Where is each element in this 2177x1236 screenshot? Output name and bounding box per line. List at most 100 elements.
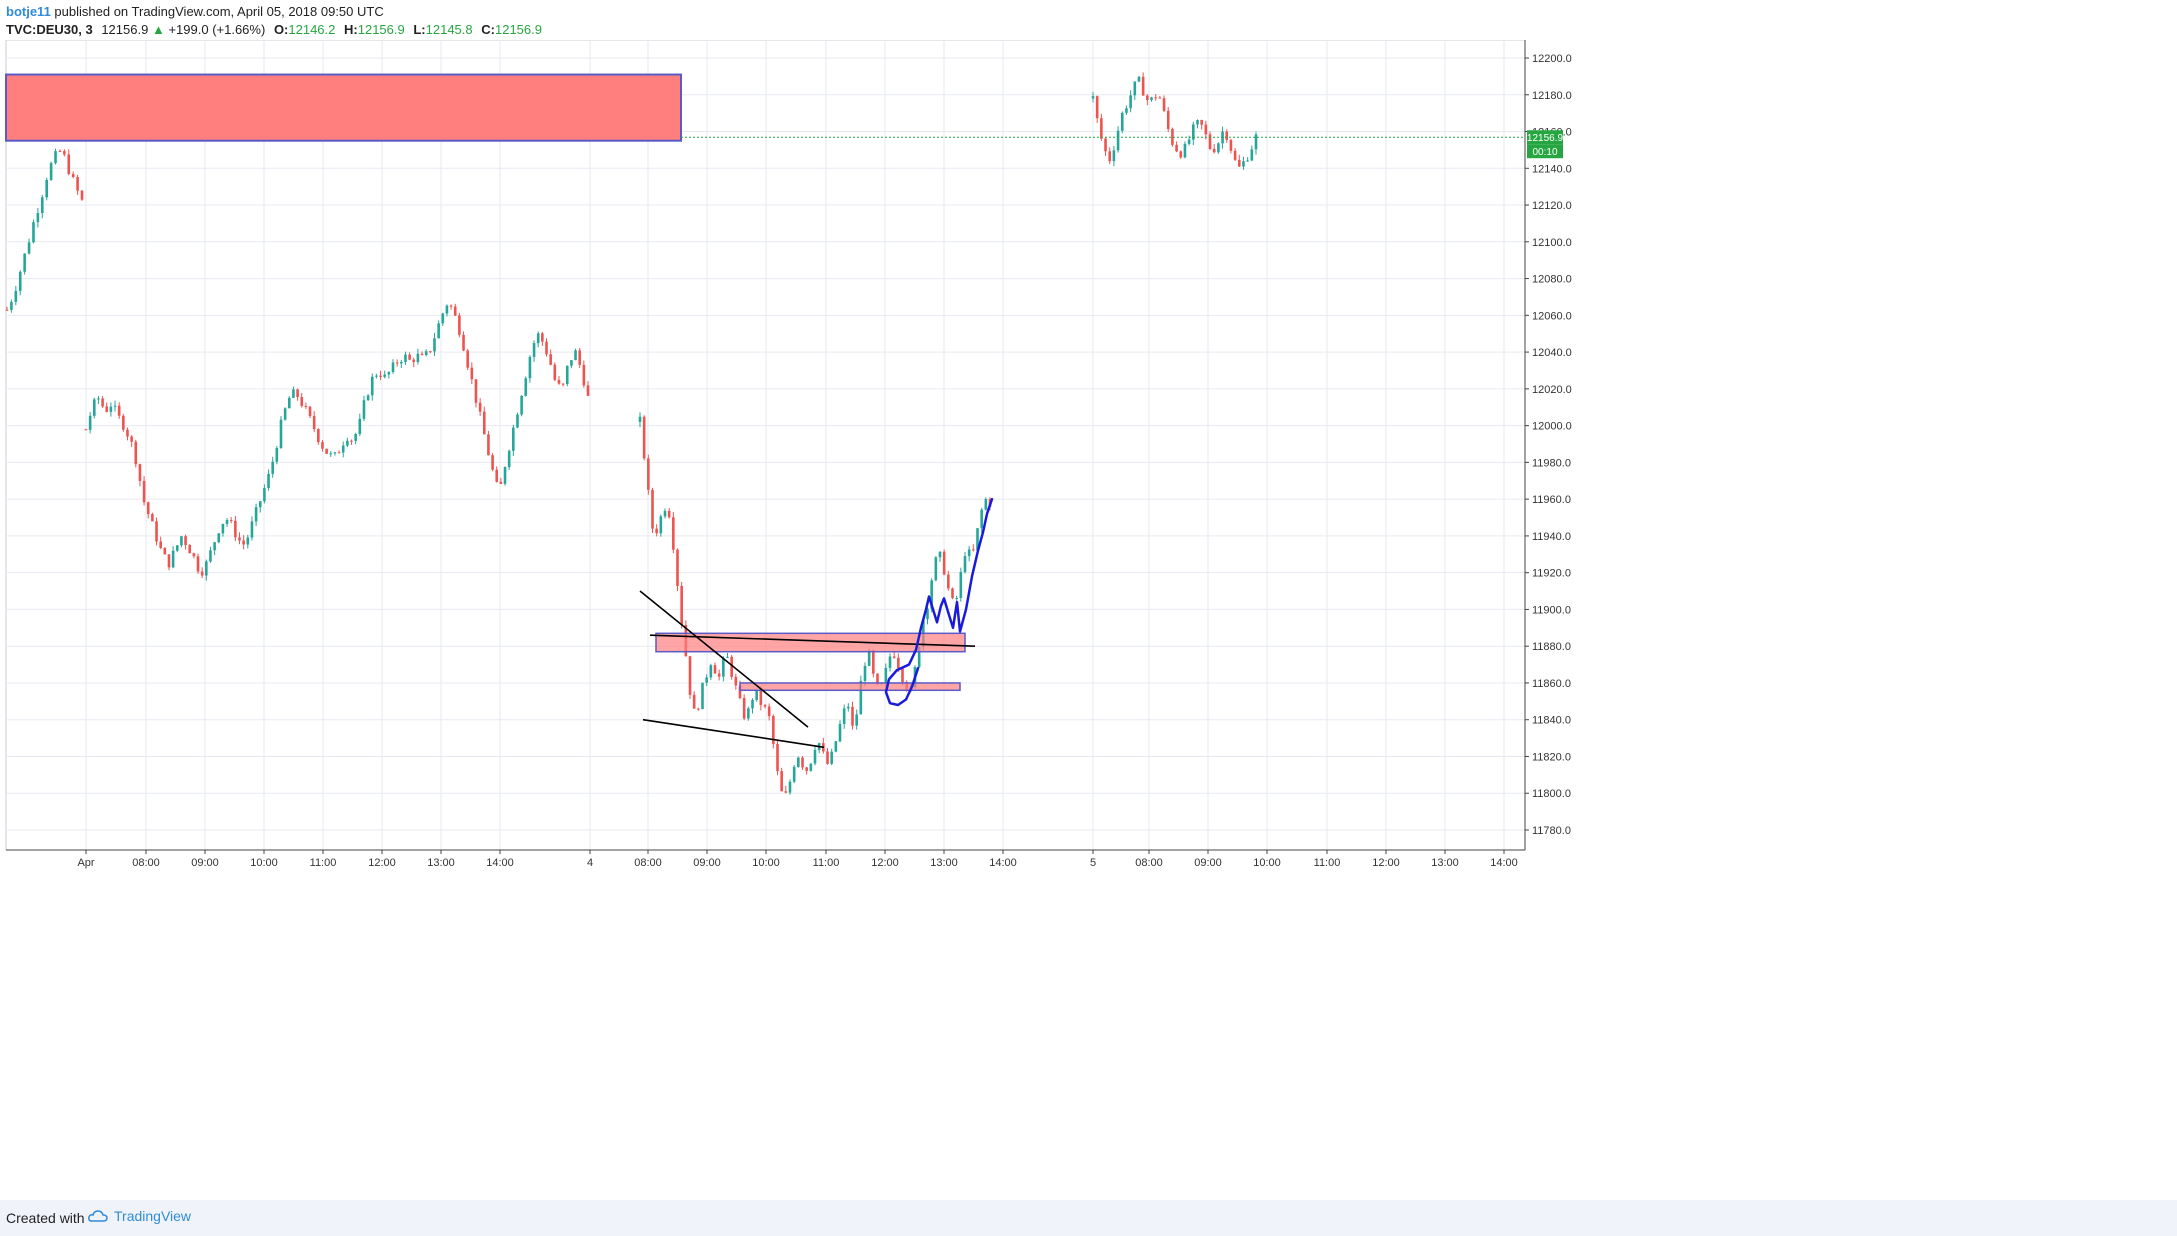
candle-body (71, 174, 75, 178)
candle-body (859, 680, 863, 715)
author-link[interactable]: botje11 (6, 4, 51, 19)
candle-body (10, 301, 13, 310)
candle-body (404, 354, 407, 363)
tradingview-brand[interactable]: TradingView (114, 1208, 192, 1224)
chart-area[interactable]: 12200.012180.012160.012140.012120.012100… (0, 39, 2177, 1200)
candle-body (296, 389, 299, 398)
candle-body (532, 343, 536, 357)
candle-body (395, 362, 399, 364)
candle-body (101, 398, 104, 407)
price-tick-label: 12100.0 (1532, 237, 1572, 249)
candle-body (528, 356, 532, 379)
time-tick-label: 14:00 (486, 857, 514, 869)
candle-body (329, 453, 333, 455)
price-chart[interactable]: 12200.012180.012160.012140.012120.012100… (0, 39, 2177, 1200)
chart-header: botje11 published on TradingView.com, Ap… (0, 0, 2177, 42)
candle-body (655, 528, 658, 534)
candle-body (738, 685, 742, 699)
candle-body (638, 416, 642, 422)
time-tick-label: 09:00 (693, 857, 721, 869)
candle-body (767, 706, 771, 717)
candle-body (445, 305, 449, 314)
price-tick-label: 11940.0 (1532, 531, 1571, 543)
candle-body (18, 271, 22, 291)
candle-body (5, 309, 9, 311)
candle-body (308, 406, 312, 417)
candle-body (549, 354, 552, 365)
candle-body (855, 714, 858, 726)
candle-body (470, 367, 474, 380)
candle-body (734, 676, 738, 686)
candle-body (709, 665, 713, 678)
candle-body (196, 556, 200, 572)
candle-body (536, 333, 540, 344)
candle-body (1192, 124, 1195, 140)
candle-body (408, 354, 411, 360)
candle-body (972, 549, 975, 551)
time-tick-label: 10:00 (250, 857, 278, 869)
price-tick-label: 12080.0 (1532, 274, 1572, 286)
time-tick-label: 13:00 (930, 857, 958, 869)
candle-body (955, 597, 958, 599)
candle-body (1112, 150, 1116, 162)
candle-body (400, 362, 403, 364)
supply-zone (5, 73, 682, 142)
candle-body (58, 151, 62, 153)
candle-body (1229, 139, 1233, 151)
candle-body (659, 516, 663, 534)
candle-body (1246, 160, 1249, 162)
candle-body (321, 442, 324, 449)
candle-body (984, 498, 988, 510)
candle-body (375, 375, 378, 377)
low-value: 12145.8 (425, 22, 473, 37)
time-tick-label: 13:00 (427, 857, 455, 869)
candle-body (901, 668, 904, 683)
time-tick-label: 13:00 (1431, 857, 1459, 869)
candle-body (1237, 159, 1241, 167)
price-tick-label: 11900.0 (1532, 604, 1571, 616)
candle-body (383, 374, 387, 377)
candle-body (205, 561, 208, 576)
candle-body (250, 521, 254, 538)
tradingview-logo[interactable]: TradingView (88, 1208, 191, 1224)
candle-body (926, 608, 929, 620)
candle-body (346, 440, 349, 446)
candle-body (842, 708, 846, 724)
candle-body (474, 379, 478, 403)
candle-body (221, 523, 225, 534)
candle-body (1154, 97, 1157, 99)
candle-body (109, 406, 113, 412)
candle-body (1116, 130, 1120, 151)
candle-body (234, 520, 237, 538)
candle-body (888, 656, 892, 668)
time-tick-label: 11:00 (813, 857, 840, 869)
candle-body (1179, 151, 1183, 158)
candle-body (1158, 97, 1162, 99)
high-value: 12156.9 (357, 22, 405, 37)
price-tick-label: 11880.0 (1532, 641, 1571, 653)
candle-body (1204, 124, 1208, 135)
candle-body (578, 350, 582, 365)
trendline-descending (639, 590, 809, 728)
candle-body (574, 350, 577, 361)
price-tick-label: 11860.0 (1532, 678, 1571, 690)
candle-body (1120, 112, 1124, 131)
time-tick-label: 12:00 (368, 857, 396, 869)
close-label: C: (481, 22, 495, 37)
candle-body (366, 395, 370, 401)
candle-body (667, 510, 671, 518)
time-tick-label: Apr (77, 857, 94, 869)
up-arrow-icon: ▲ (151, 22, 165, 37)
candle-body (1208, 134, 1212, 149)
price-tick-label: 11920.0 (1532, 568, 1571, 580)
candle-body (49, 163, 53, 180)
candle-body (138, 464, 142, 481)
candle-body (175, 545, 179, 551)
candle-body (387, 372, 391, 375)
candle-body (730, 656, 733, 677)
candle-body (541, 333, 544, 342)
candle-body (917, 646, 921, 668)
candle-body (354, 433, 357, 441)
candle-body (1175, 144, 1178, 152)
candle-body (676, 549, 679, 586)
